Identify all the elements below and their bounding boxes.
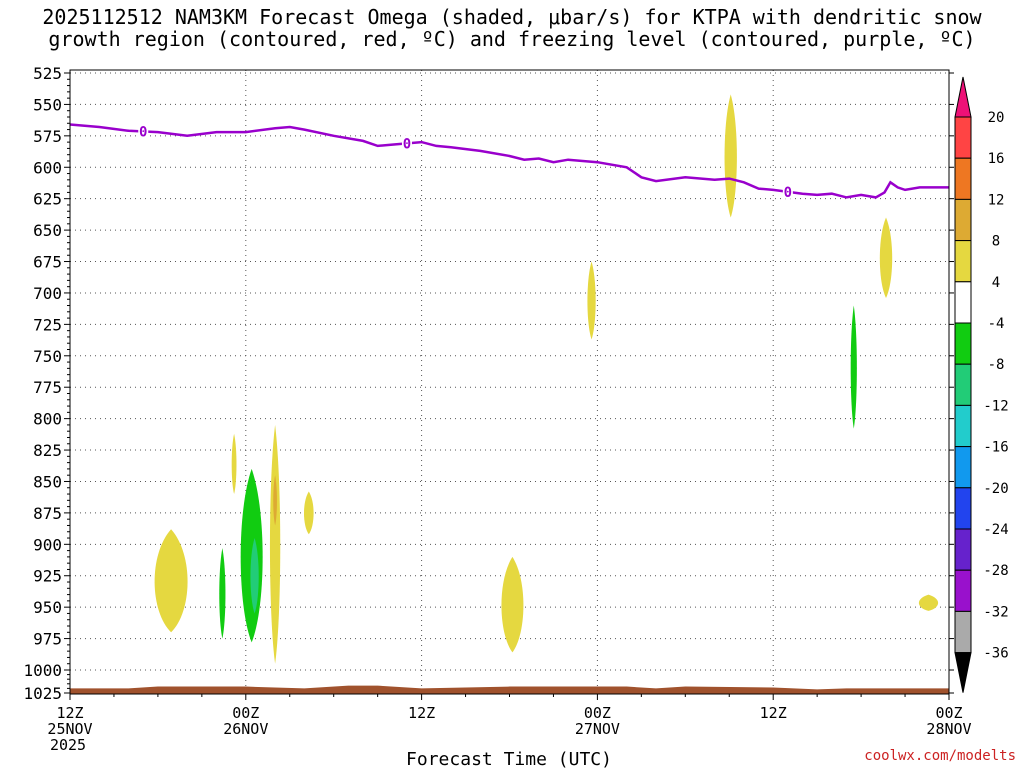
freezing-level-line bbox=[69, 123, 949, 199]
y-tick-label-600: 600 bbox=[33, 158, 62, 177]
x-tick-label-48-1: 12Z bbox=[760, 704, 787, 722]
y-tick-label-1025: 1025 bbox=[23, 684, 62, 703]
chart-title-line2: growth region (contoured, red, ºC) and f… bbox=[48, 27, 976, 51]
y-tick-label-575: 575 bbox=[33, 127, 62, 146]
colorbar-segment-5 bbox=[954, 322, 972, 365]
omega-blob-5 bbox=[269, 424, 281, 664]
colorbar-label-3: 8 bbox=[992, 234, 1000, 250]
x-tick-label-24-1: 12Z bbox=[408, 704, 435, 722]
colorbar-label-10: -24 bbox=[983, 522, 1008, 538]
colorbar-label-4: 4 bbox=[992, 275, 1000, 291]
y-tick-label-900: 900 bbox=[33, 535, 62, 554]
colorbar-label-6: -8 bbox=[988, 357, 1005, 373]
colorbar-segment-0 bbox=[954, 116, 972, 159]
colorbar-label-9: -20 bbox=[983, 481, 1008, 497]
x-tick-label-0-1: 12Z bbox=[56, 704, 83, 722]
y-tick-label-525: 525 bbox=[33, 64, 62, 83]
omega-blob-1 bbox=[231, 433, 237, 495]
y-tick-label-950: 950 bbox=[33, 598, 62, 617]
colorbar-label-7: -12 bbox=[983, 398, 1008, 414]
x-tick-label-60-2: 28NOV bbox=[926, 720, 971, 738]
omega-blob-10 bbox=[724, 94, 737, 218]
pressure-axis: 525 550 575 600 625 650 675 700 725 750 775 800 825 8… bbox=[23, 64, 954, 703]
freezing-label-2: 0 bbox=[784, 185, 792, 201]
freezing-label-1: 0 bbox=[403, 136, 411, 152]
x-tick-label-12-2: 26NOV bbox=[223, 720, 268, 738]
y-tick-label-675: 675 bbox=[33, 253, 62, 272]
colorbar: 20 16 12 8 4 -4 -8 -12 -16 -20 -24 -28 -32 -36 bbox=[954, 76, 1009, 693]
omega-blob-11 bbox=[850, 305, 857, 429]
omega-blob-4 bbox=[250, 538, 259, 614]
credit-text: coolwx.com/modelts bbox=[864, 748, 1016, 764]
omega-blob-6 bbox=[273, 475, 277, 526]
y-tick-label-650: 650 bbox=[33, 221, 62, 240]
colorbar-label-2: 12 bbox=[988, 192, 1005, 208]
omega-blob-8 bbox=[501, 556, 524, 653]
omega-blob-13 bbox=[918, 594, 939, 611]
colorbar-bottom-arrow bbox=[954, 652, 972, 693]
x-tick-label-12-1: 00Z bbox=[232, 704, 259, 722]
freezing-label-bg-2 bbox=[782, 183, 793, 199]
y-tick-label-700: 700 bbox=[33, 284, 62, 303]
terrain-surface bbox=[70, 685, 949, 694]
y-tick-label-825: 825 bbox=[33, 441, 62, 460]
omega-blob-9 bbox=[587, 261, 596, 340]
y-tick-label-800: 800 bbox=[33, 410, 62, 429]
colorbar-segment-9 bbox=[954, 487, 972, 530]
colorbar-label-0: 20 bbox=[988, 110, 1005, 126]
chart-title-line1: 2025112512 NAM3KM Forecast Omega (shaded… bbox=[42, 5, 982, 29]
y-tick-label-550: 550 bbox=[33, 95, 62, 114]
colorbar-label-5: -4 bbox=[988, 316, 1005, 332]
y-tick-label-875: 875 bbox=[33, 504, 62, 523]
colorbar-segment-8 bbox=[954, 446, 972, 489]
x-tick-label-36-2: 27NOV bbox=[575, 720, 620, 738]
y-tick-label-1000: 1000 bbox=[23, 661, 62, 680]
omega-blob-7 bbox=[303, 491, 314, 535]
omega-blob-2 bbox=[219, 548, 226, 639]
freezing-label-bg-1 bbox=[401, 135, 412, 151]
colorbar-label-12: -32 bbox=[983, 604, 1008, 620]
x-axis-label: Forecast Time (UTC) bbox=[406, 749, 612, 768]
omega-shading bbox=[154, 94, 939, 664]
colorbar-segment-2 bbox=[954, 198, 972, 242]
colorbar-label-8: -16 bbox=[983, 440, 1008, 456]
colorbar-label-11: -28 bbox=[983, 563, 1008, 579]
freezing-label-0: 0 bbox=[139, 124, 147, 140]
colorbar-segment-7 bbox=[954, 404, 972, 448]
chart-title: 2025112512 NAM3KM Forecast Omega (shaded… bbox=[0, 6, 1024, 50]
y-tick-label-925: 925 bbox=[33, 567, 62, 586]
x-tick-label-60-1: 00Z bbox=[935, 704, 962, 722]
colorbar-segment-4 bbox=[954, 281, 972, 324]
y-tick-label-750: 750 bbox=[33, 347, 62, 366]
y-tick-label-625: 625 bbox=[33, 190, 62, 209]
colorbar-segment-6 bbox=[954, 363, 972, 406]
omega-blob-0 bbox=[154, 529, 188, 633]
colorbar-label-1: 16 bbox=[988, 151, 1005, 167]
colorbar-segment-3 bbox=[954, 240, 972, 283]
x-tick-label-0-2: 25NOV bbox=[47, 720, 92, 738]
colorbar-segment-11 bbox=[954, 569, 972, 612]
omega-blob-12 bbox=[879, 217, 893, 298]
colorbar-label-13: -36 bbox=[983, 646, 1008, 662]
y-tick-label-975: 975 bbox=[33, 630, 62, 649]
freezing-level-contour: 0 0 0 bbox=[69, 123, 949, 201]
terrain-fill bbox=[70, 685, 949, 694]
x-tick-label-0-3: 2025 bbox=[50, 736, 86, 754]
colorbar-segment-10 bbox=[954, 528, 972, 571]
y-tick-label-725: 725 bbox=[33, 315, 62, 334]
colorbar-top-arrow bbox=[954, 76, 972, 118]
y-tick-label-850: 850 bbox=[33, 472, 62, 491]
freezing-label-bg-0 bbox=[138, 123, 149, 139]
colorbar-segment-1 bbox=[954, 157, 972, 200]
y-tick-label-775: 775 bbox=[33, 378, 62, 397]
colorbar-segment-12 bbox=[954, 610, 972, 654]
x-tick-label-36-1: 00Z bbox=[584, 704, 611, 722]
